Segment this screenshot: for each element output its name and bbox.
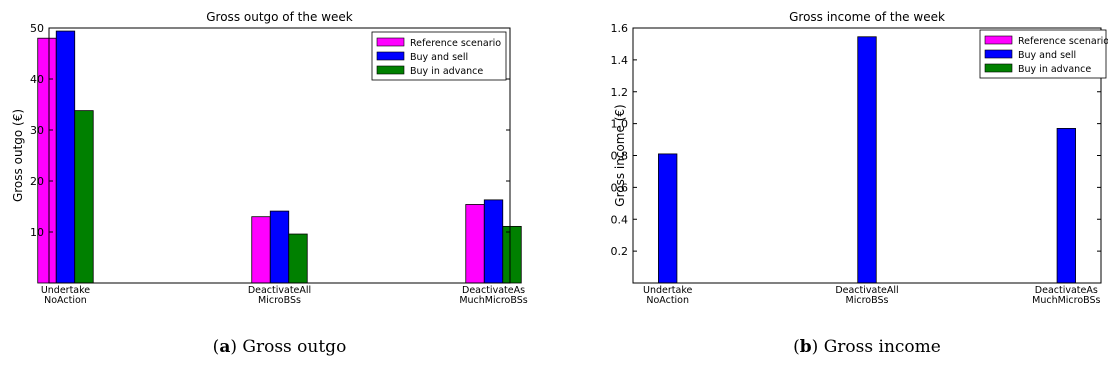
y-tick-label: 1.4 [611,54,629,67]
y-tick-label: 40 [30,73,44,86]
x-tick-label: MuchMicroBSs [459,295,527,306]
chart-title: Gross outgo of the week [206,10,353,24]
legend-swatch [376,65,405,75]
legend-entry: Buy in advance [410,66,483,77]
chart-gross-income: Gross income of the week 0.2 0.4 0.6 0.8 1.0… [611,10,1108,357]
x-tick-label: DeactivateAs [462,285,525,296]
caption-text: Gross outgo [242,337,346,357]
plot-frame [48,27,511,284]
bar-2-3 [483,199,504,284]
y-tick-label: 0.4 [611,213,629,226]
caption-text: Gross income [824,337,941,357]
legend-swatch [984,35,1013,45]
y-tick-label: 0.2 [611,245,629,258]
caption-letter: b [800,337,812,357]
x-tick-label: MicroBSs [258,295,301,306]
bar-1-2 [251,216,271,284]
legend-swatch [376,37,405,47]
y-axis-label: Gross income (€) [613,104,627,206]
legend-entry: Buy and sell [1018,50,1076,61]
y-tick-label: 1.2 [611,86,629,99]
legend-entry: Buy in advance [1018,64,1091,75]
legend-entry: Buy and sell [410,52,468,63]
y-tick-label: 20 [30,175,44,188]
x-tick-label: Undertake [643,285,692,296]
bar-2-1 [658,153,678,284]
legend-swatch [376,51,405,61]
x-tick-label: NoAction [44,295,87,306]
x-tick-label: DeactivateAll [835,285,898,296]
y-tick-label: 30 [30,124,44,137]
legend-entry: Reference scenario [1018,36,1108,47]
bar-2-3 [1056,128,1076,284]
caption-letter: a [219,337,230,357]
bar-3-1 [74,110,94,284]
x-tick-label: DeactivateAs [1035,285,1098,296]
y-tick-label: 1.0 [611,118,629,131]
bar-2-1 [55,30,76,284]
y-tick-label: 0.8 [611,150,629,163]
x-tick-label: MicroBSs [846,295,889,306]
x-tick-label: Undertake [41,285,90,296]
legend-swatch [984,49,1013,59]
chart-gross-outgo: Gross outgo of the week 10 20 30 40 50 Under… [11,10,528,357]
bars [37,30,522,284]
y-ticks: 0.2 0.4 0.6 0.8 1.0 1.2 1.4 1.6 [611,22,1101,258]
caption: (b) Gross income [793,337,941,357]
y-tick-label: 10 [30,226,44,239]
bar-2-2 [857,36,877,284]
legend-entry: Reference scenario [410,38,501,49]
x-tick-label: MuchMicroBSs [1032,295,1100,306]
bars [658,36,1076,284]
legend: Reference scenario Buy and sell Buy in adv… [979,29,1108,79]
bar-3-2 [288,233,308,284]
caption: (a) Gross outgo [213,337,347,357]
y-ticks: 10 20 30 40 50 [30,22,510,239]
bar-1-3 [465,204,485,284]
bar-2-2 [269,210,290,284]
y-axis-label: Gross outgo (€) [11,109,25,202]
y-tick-label: 1.6 [611,22,629,35]
x-tick-label: DeactivateAll [248,285,311,296]
y-tick-label: 0.6 [611,181,629,194]
bar-3-3 [502,225,522,284]
y-tick-label: 50 [30,22,44,35]
legend-swatch [984,63,1013,73]
legend: Reference scenario Buy and sell Buy in adv… [371,31,507,81]
chart-title: Gross income of the week [789,10,945,24]
x-tick-label: NoAction [646,295,689,306]
